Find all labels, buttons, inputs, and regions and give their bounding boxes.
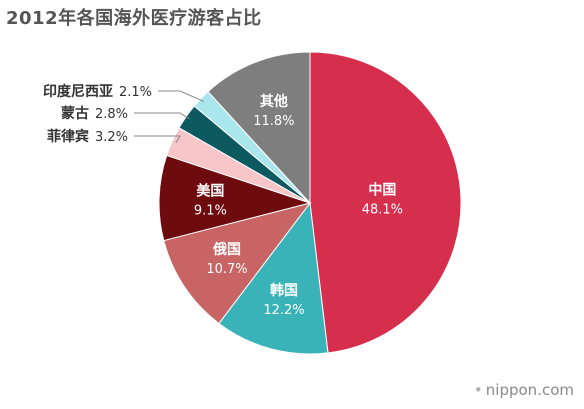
slice-value-label-6: 2.1% <box>119 85 152 100</box>
slice-name-label-4: 菲律宾 <box>47 128 89 145</box>
slice-name-label-3: 美国 <box>196 183 224 200</box>
slice-name-label-1: 韩国 <box>270 282 298 299</box>
leader-line-6 <box>158 90 205 102</box>
slice-name-label-0: 中国 <box>368 182 396 199</box>
pie-slice-2 <box>163 202 312 325</box>
leader-line-5 <box>134 112 190 120</box>
brand-logo: • nippon.com <box>474 381 574 399</box>
pie-slice-7 <box>207 51 311 205</box>
pie-slice-0 <box>309 51 462 354</box>
slice-value-label-5: 2.8% <box>95 107 128 122</box>
slice-outside-label-4: 菲律宾 3.2% <box>47 128 128 145</box>
slice-outside-label-5: 蒙古 2.8% <box>61 105 128 122</box>
slice-value-label-1: 12.2% <box>263 303 304 318</box>
slice-name-label-6: 印度尼西亚 <box>43 83 113 100</box>
slice-value-label-4: 3.2% <box>95 130 128 145</box>
leader-line-4 <box>134 135 181 144</box>
slice-name-label-7: 其他 <box>260 93 288 110</box>
slice-name-label-5: 蒙古 <box>61 105 89 122</box>
slice-value-label-3: 9.1% <box>194 204 227 219</box>
chart-title: 2012年各国海外医疗游客占比 <box>6 8 262 29</box>
slice-value-label-2: 10.7% <box>206 262 247 277</box>
slice-outside-label-6: 印度尼西亚 2.1% <box>43 83 152 100</box>
slice-value-label-0: 48.1% <box>362 203 403 218</box>
slice-name-label-2: 俄国 <box>212 241 241 258</box>
pie-slice-3 <box>158 154 312 242</box>
slice-value-label-7: 11.8% <box>253 114 294 129</box>
brand-text: nippon.com <box>485 381 574 399</box>
pie-slice-1 <box>218 201 329 355</box>
brand-mark-icon: • <box>473 381 483 399</box>
